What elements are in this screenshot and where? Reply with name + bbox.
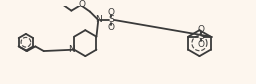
Text: O: O [108,8,115,17]
Text: N: N [68,45,75,54]
Text: S: S [109,15,114,24]
Text: O: O [78,0,85,9]
Text: S: S [198,32,204,41]
Text: N: N [95,15,102,24]
Text: O: O [198,25,205,34]
Text: O: O [198,40,205,49]
Text: O: O [108,23,115,32]
